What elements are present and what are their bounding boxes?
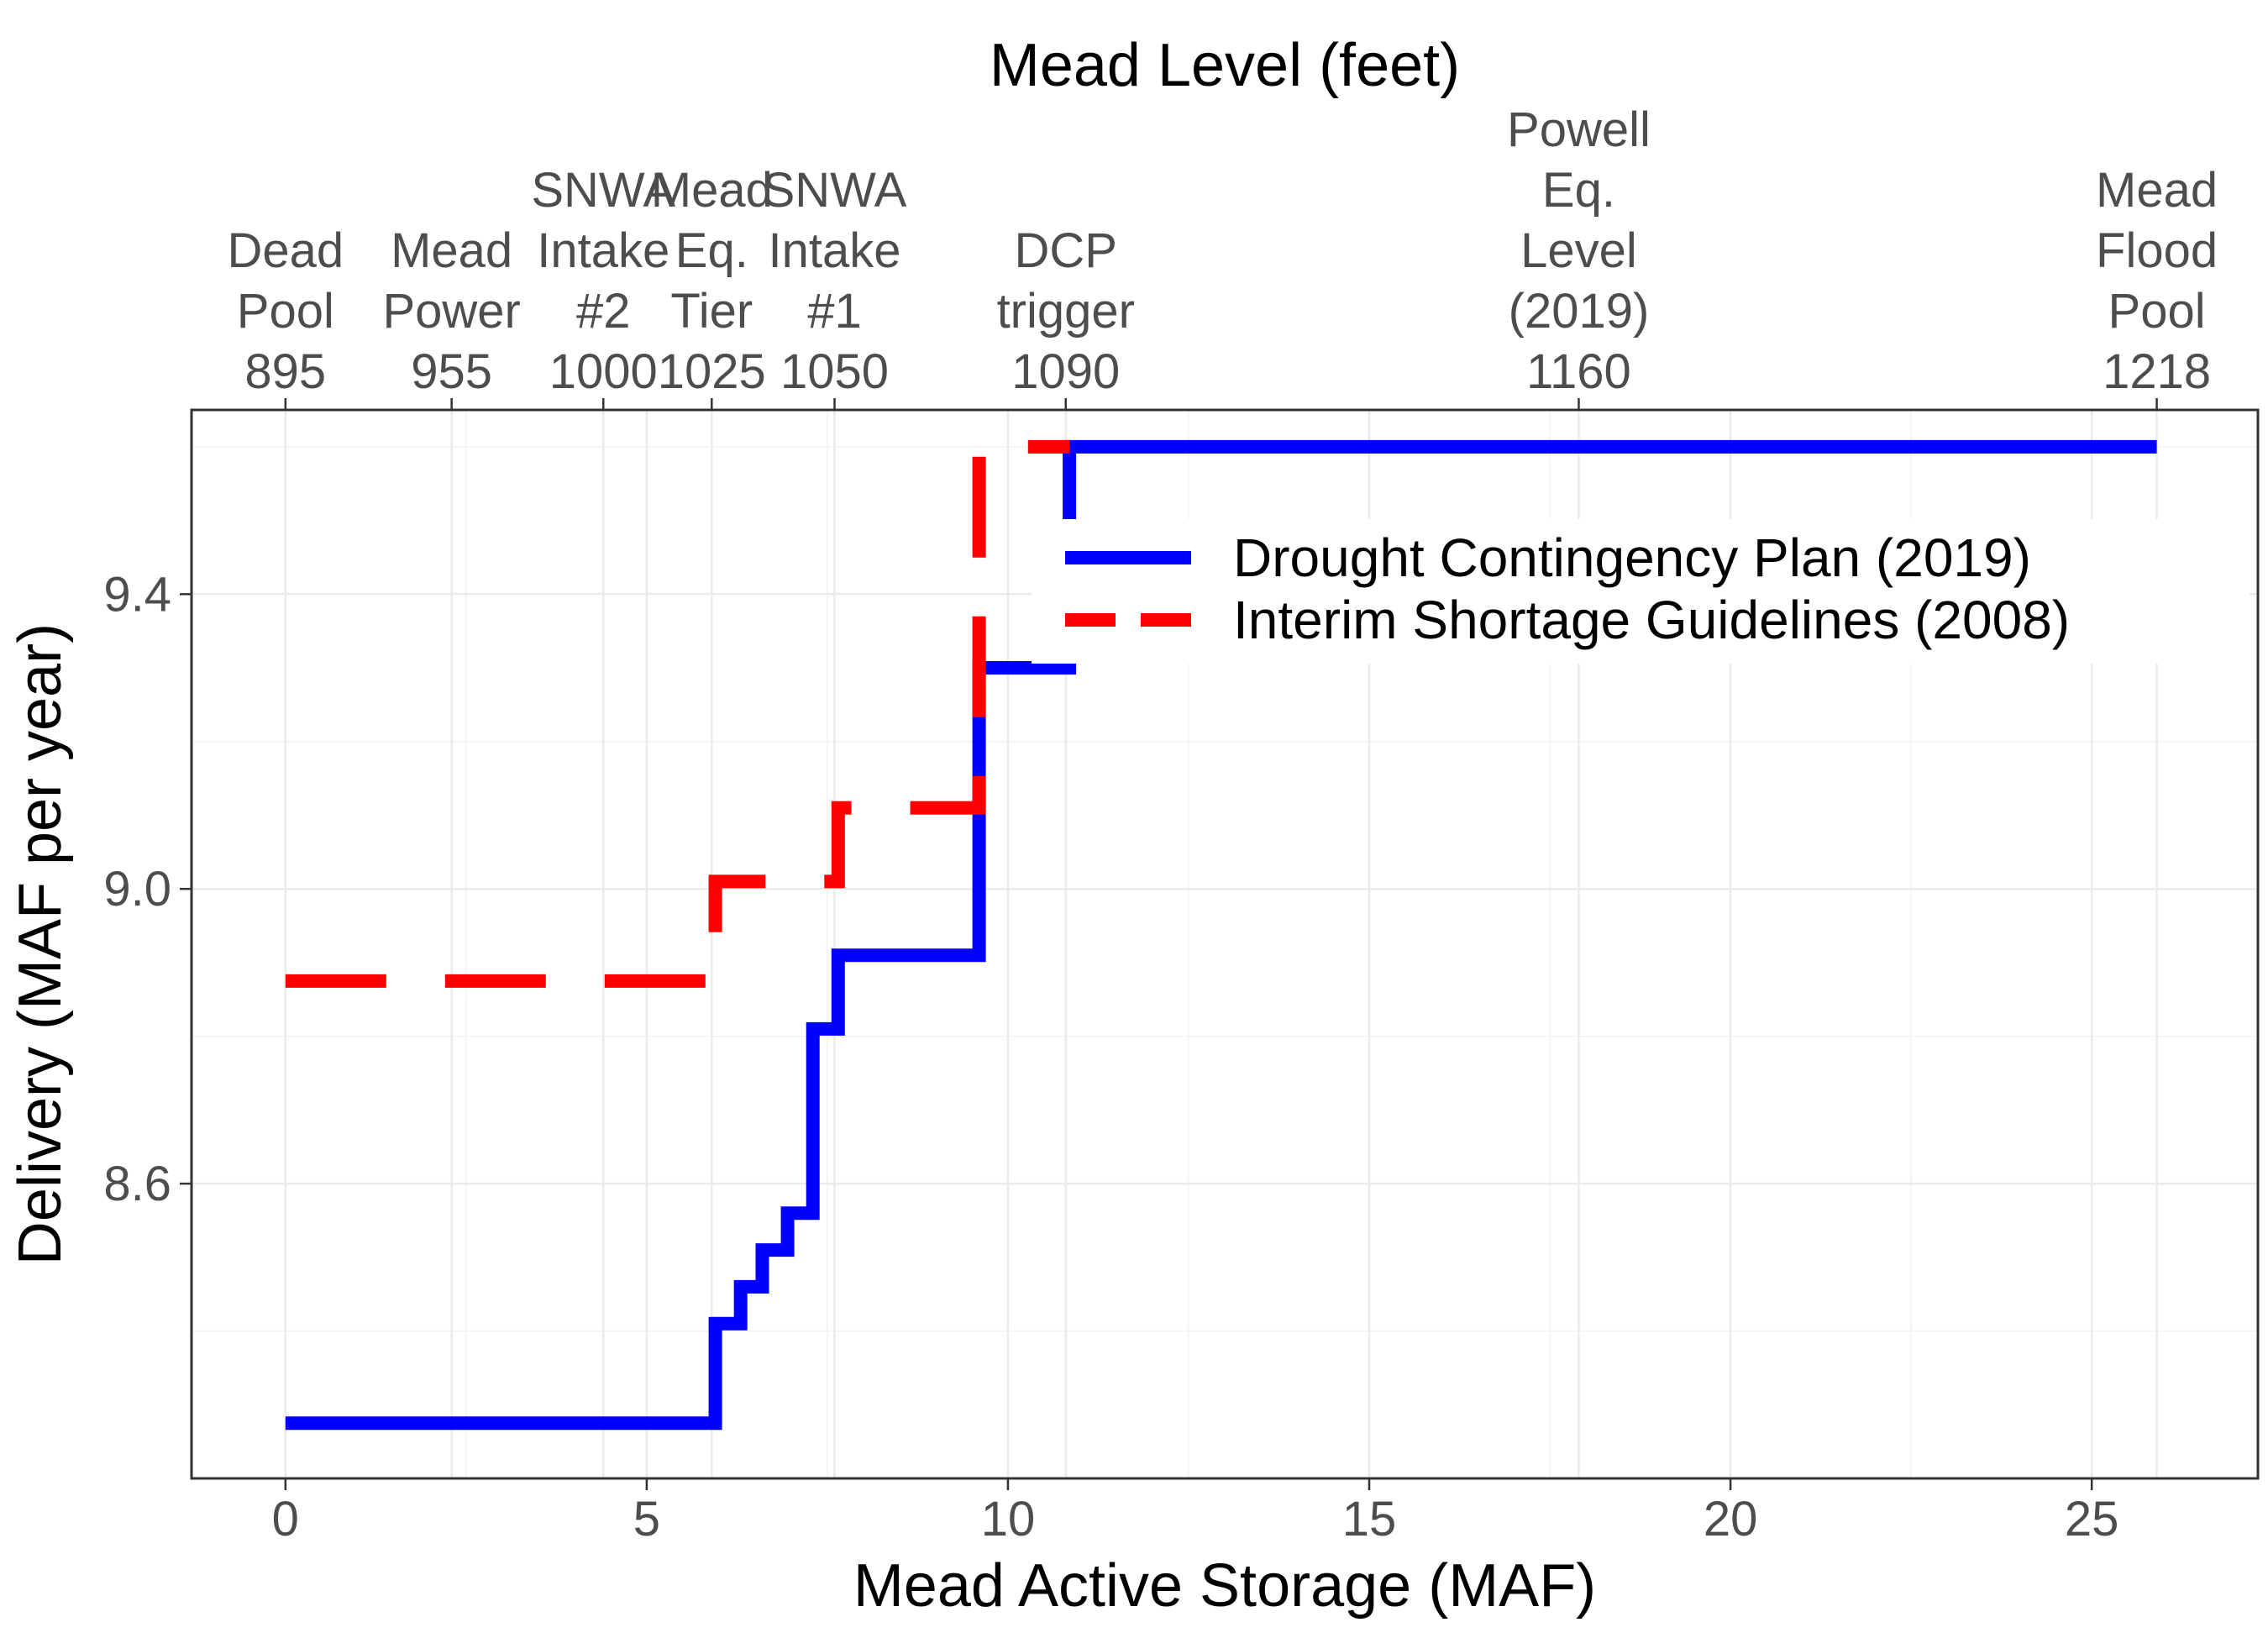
top-tick-label: Powell Eq. Level (2019) 1160 — [1507, 102, 1651, 399]
y-axis-title: Delivery (MAF per year) — [7, 623, 74, 1265]
top-axis-title: Mead Level (feet) — [990, 32, 1460, 99]
x-tick-label: 25 — [2065, 1492, 2119, 1546]
x-tick-label: 15 — [1342, 1492, 1397, 1546]
y-tick-label: 9.0 — [103, 862, 171, 916]
plot-panel-border — [190, 408, 2260, 1480]
top-tick-label: Dead Pool 895 — [227, 223, 344, 399]
x-tick-label: 10 — [981, 1492, 1036, 1546]
y-tick-label: 8.6 — [103, 1157, 171, 1211]
x-axis-title: Mead Active Storage (MAF) — [853, 1552, 1596, 1620]
top-tick-label: Mead Eq. Tier 1025 — [651, 163, 773, 399]
top-tick-label: Mead Power 955 — [382, 223, 520, 399]
top-tick-label: DCP trigger 1090 — [997, 223, 1135, 399]
legend-label-2: Interim Shortage Guidelines (2008) — [1233, 590, 2070, 650]
legend: Drought Contingency Plan (2019)Interim S… — [1065, 528, 2070, 650]
x-tick-label: 5 — [633, 1492, 660, 1546]
x-tick-label: 0 — [272, 1492, 299, 1546]
axes: 0 5 10 15 20 25 8.6 9.0 9.4 Dead Pool 895 Mead Power 9… — [103, 102, 2218, 1546]
top-tick-label: Mead Flood Pool 1218 — [2096, 163, 2218, 399]
top-tick-label: SNWA Intake #2 1000 — [531, 163, 675, 399]
series-line-2 — [285, 439, 1070, 988]
legend-background — [1032, 519, 2250, 664]
legend-label-1: Drought Contingency Plan (2019) — [1233, 528, 2031, 588]
y-tick-label: 9.4 — [103, 567, 171, 622]
x-tick-label: 20 — [1704, 1492, 1758, 1546]
top-tick-label: SNWA Intake #1 1050 — [763, 163, 907, 399]
data-series — [285, 439, 2157, 1431]
series-line-1 — [285, 439, 2157, 1431]
